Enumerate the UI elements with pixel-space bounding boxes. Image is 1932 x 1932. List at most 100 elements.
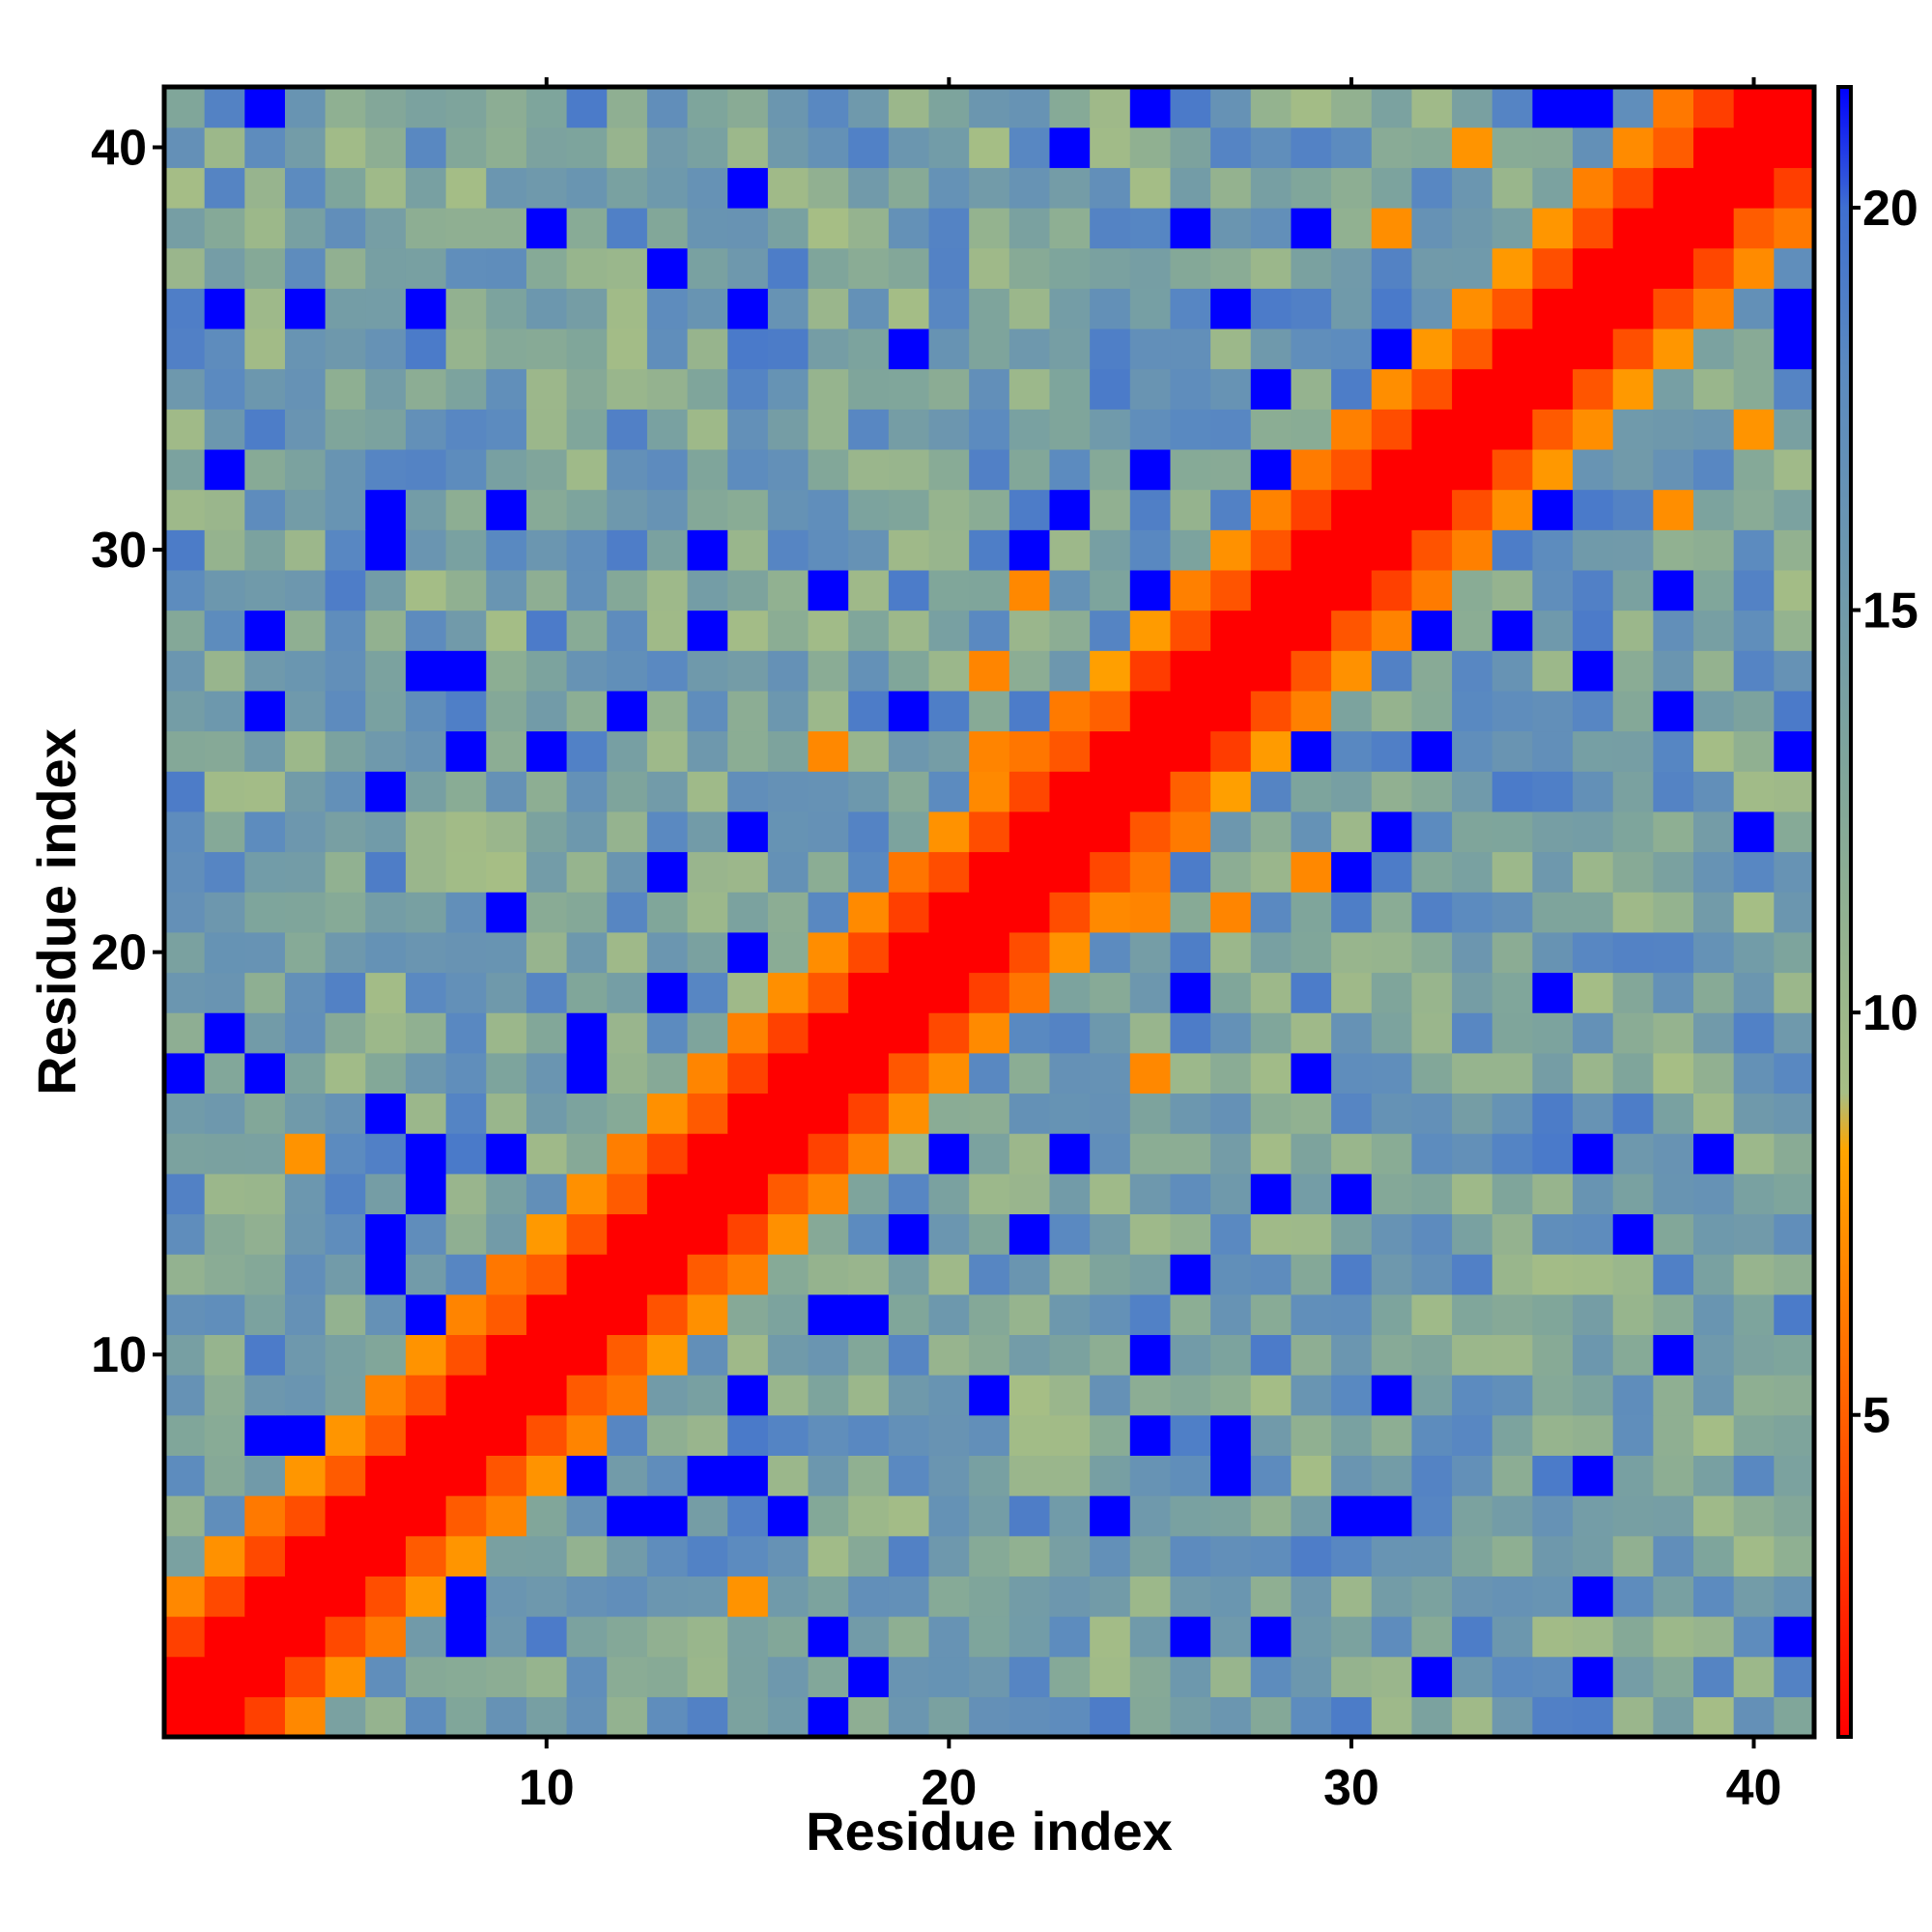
heatmap-cell (1573, 892, 1614, 933)
heatmap-cell (325, 1535, 366, 1577)
heatmap-cell (687, 610, 728, 651)
heatmap-cell (1331, 1375, 1373, 1416)
heatmap-cell (646, 87, 689, 128)
heatmap-cell (607, 1254, 648, 1295)
heatmap-cell (1371, 972, 1413, 1013)
heatmap-cell (1210, 610, 1252, 651)
heatmap-cell (1009, 892, 1051, 933)
heatmap-cell (808, 1093, 849, 1134)
heatmap-cell (405, 207, 447, 249)
heatmap-cell (164, 1414, 206, 1456)
heatmap-cell (1693, 1012, 1735, 1054)
heatmap-cell (969, 1173, 1010, 1215)
heatmap-cell (1129, 771, 1172, 812)
heatmap-cell (1573, 1414, 1614, 1456)
heatmap-cell (486, 1696, 527, 1738)
heatmap-cell (1653, 288, 1694, 329)
heatmap-cell (1492, 1254, 1533, 1295)
heatmap-cell (928, 167, 970, 209)
heatmap-cell (325, 610, 366, 651)
heatmap-cell (1653, 771, 1694, 812)
heatmap-cell (445, 1133, 487, 1175)
heatmap-cell (1009, 529, 1051, 571)
heatmap-cell (1090, 1012, 1131, 1054)
heatmap-cell (1090, 1696, 1131, 1738)
heatmap-cell (808, 972, 849, 1013)
heatmap-cell (566, 1656, 608, 1697)
heatmap-cell (164, 1334, 206, 1376)
heatmap-cell (1693, 1133, 1735, 1175)
heatmap-cell (1170, 87, 1211, 128)
heatmap-cell (1411, 288, 1453, 329)
heatmap-cell (1774, 489, 1815, 530)
heatmap-cell (969, 368, 1010, 410)
heatmap-cell (1210, 1656, 1252, 1697)
heatmap-cell (1250, 167, 1293, 209)
heatmap-cell (727, 569, 769, 611)
heatmap-cell (928, 1616, 970, 1658)
heatmap-cell (405, 972, 447, 1013)
heatmap-cell (204, 1254, 245, 1295)
heatmap-cell (1090, 730, 1131, 772)
heatmap-cell (1612, 127, 1654, 168)
heatmap-cell (1250, 1334, 1293, 1376)
heatmap-cell (244, 1656, 286, 1697)
heatmap-cell (405, 247, 447, 289)
heatmap-cell (888, 1133, 930, 1175)
heatmap-cell (1090, 1093, 1131, 1134)
heatmap-cell (1653, 892, 1694, 933)
heatmap-cell (1573, 1173, 1614, 1215)
heatmap-cell (1331, 650, 1373, 692)
heatmap-cell (808, 1213, 849, 1255)
heatmap-cell (1331, 1254, 1373, 1295)
heatmap-cell (1653, 730, 1694, 772)
heatmap-cell (1733, 771, 1775, 812)
heatmap-cell (767, 127, 810, 168)
heatmap-cell (1492, 1576, 1533, 1617)
heatmap-cell (1653, 972, 1694, 1013)
heatmap-cell (727, 1173, 769, 1215)
heatmap-cell (284, 851, 327, 893)
heatmap-cell (888, 1576, 930, 1617)
heatmap-cell (1573, 569, 1614, 611)
x-tick-label: 30 (1323, 1760, 1379, 1816)
heatmap-cell (325, 1696, 366, 1738)
heatmap-cell (1452, 207, 1493, 249)
heatmap-cell (1573, 1495, 1614, 1537)
heatmap-cell (969, 327, 1010, 370)
heatmap-cell (1612, 87, 1654, 128)
heatmap-cell (727, 288, 769, 329)
heatmap-cell (244, 529, 286, 571)
heatmap-cell (1049, 1535, 1091, 1577)
heatmap-cell (607, 1696, 648, 1738)
heatmap-cell (607, 610, 648, 651)
heatmap-cell (928, 1293, 970, 1336)
heatmap-cell (607, 690, 648, 732)
heatmap-cell (325, 1656, 366, 1697)
heatmap-cell (1411, 972, 1453, 1013)
heatmap-cell (1452, 1213, 1493, 1255)
heatmap-cell (566, 448, 608, 491)
heatmap-cell (405, 1334, 447, 1376)
heatmap-cell (1612, 207, 1654, 249)
heatmap-cell (1210, 730, 1252, 772)
heatmap-cell (1733, 1495, 1775, 1537)
heatmap-cell (1573, 1455, 1614, 1496)
heatmap-cell (1090, 1495, 1131, 1537)
heatmap-cell (1612, 650, 1654, 692)
heatmap-cell (1291, 409, 1332, 450)
heatmap-cell (244, 892, 286, 933)
heatmap-cell (888, 1012, 930, 1054)
heatmap-cell (1331, 1616, 1373, 1658)
heatmap-cell (727, 1293, 769, 1336)
heatmap-cell (848, 1375, 890, 1416)
heatmap-cell (1774, 1213, 1815, 1255)
heatmap-cell (1210, 207, 1252, 249)
heatmap-cell (646, 1254, 689, 1295)
heatmap-cell (969, 1334, 1010, 1376)
heatmap-cell (1733, 368, 1775, 410)
heatmap-cell (405, 1213, 447, 1255)
heatmap-cell (1049, 1414, 1091, 1456)
heatmap-cell (646, 327, 689, 370)
heatmap-cell (1371, 1334, 1413, 1376)
